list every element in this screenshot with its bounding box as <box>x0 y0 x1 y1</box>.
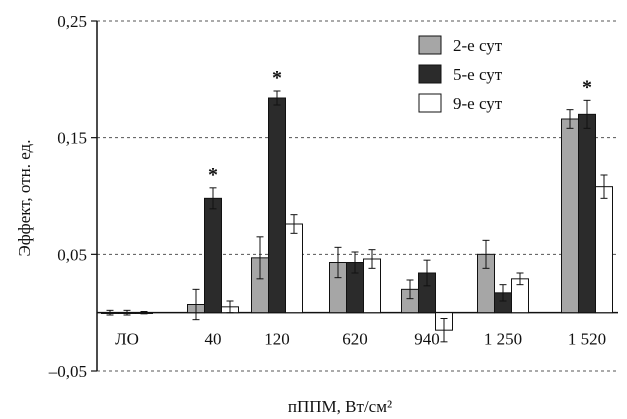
bar <box>561 118 579 314</box>
x-axis-label: пППМ, Вт/см² <box>288 397 392 416</box>
significance-marker: * <box>208 164 218 186</box>
legend: 2-е сут 5-е сут 9-е сут <box>418 35 503 113</box>
y-tick-label: –0,05 <box>48 362 87 381</box>
x-tick-label: 940 <box>414 330 440 349</box>
significance-marker: * <box>272 67 282 89</box>
x-tick-label: 620 <box>342 330 368 349</box>
bar <box>595 186 613 314</box>
tick-labels: 0,25 0,15 0,05 –0,05 ЛО 40 120 620 940 1 250 1 520… <box>48 12 606 381</box>
y-tick-label: 0,25 <box>57 12 87 31</box>
legend-swatch <box>418 35 442 55</box>
x-tick-label: 40 <box>205 330 222 349</box>
axes <box>91 20 618 372</box>
x-tick-label: 1 520 <box>568 330 606 349</box>
legend-label: 5-е сут <box>453 65 503 84</box>
x-tick-label: ЛО <box>115 330 139 349</box>
y-tick-label: 0,15 <box>57 129 87 148</box>
legend-swatch <box>418 93 442 113</box>
x-tick-label: 1 250 <box>484 330 522 349</box>
grid-lines <box>97 20 618 372</box>
bar <box>578 113 596 314</box>
x-tick-label: 120 <box>264 330 290 349</box>
bar <box>285 223 303 314</box>
legend-label: 2-е сут <box>453 36 503 55</box>
y-tick-label: 0,05 <box>57 245 87 264</box>
y-axis-label: Эффект, отн. ед. <box>15 140 34 257</box>
legend-label: 9-е сут <box>453 94 503 113</box>
bar <box>204 197 222 314</box>
legend-swatch <box>418 64 442 84</box>
bars <box>101 90 613 343</box>
significance-marker: * <box>582 76 592 98</box>
bar <box>268 97 286 314</box>
